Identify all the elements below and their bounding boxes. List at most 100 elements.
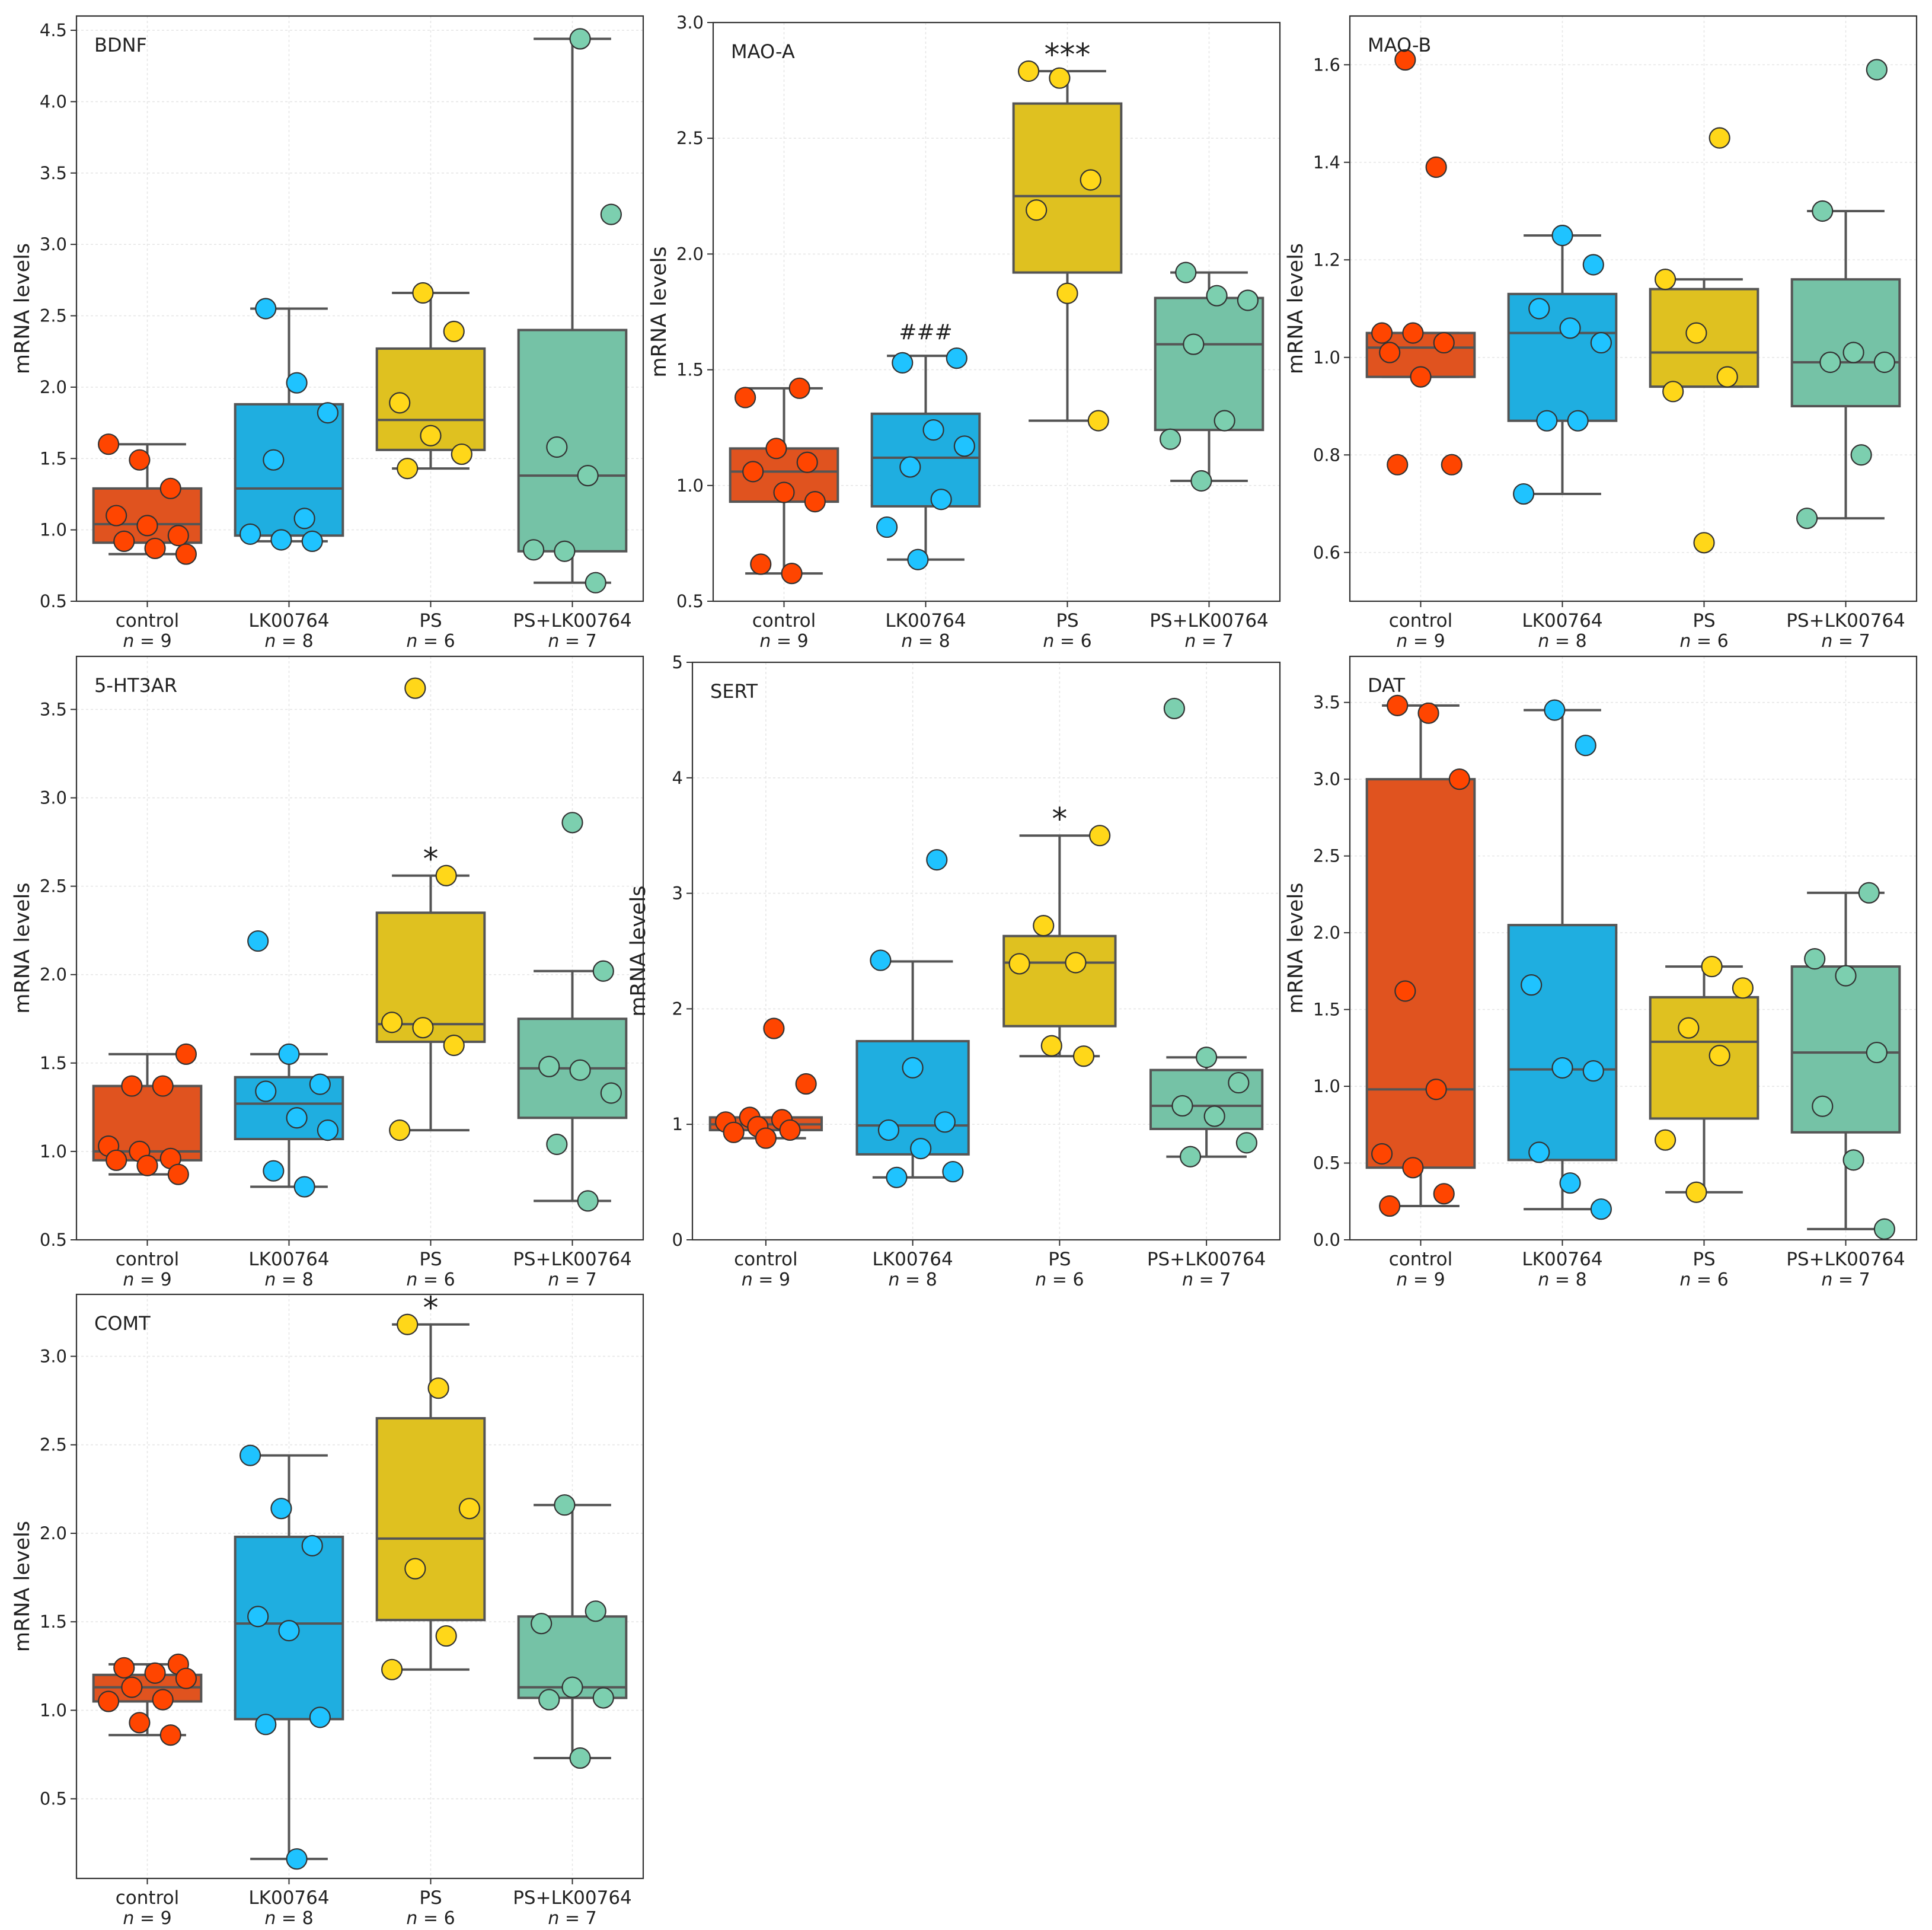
data-point: [389, 392, 411, 414]
data-point: [309, 1073, 331, 1095]
data-point: [1559, 1172, 1581, 1194]
data-point: [278, 1620, 300, 1642]
box-iqr: [375, 1417, 486, 1622]
data-point: [1179, 1146, 1202, 1167]
y-tick-label: 3.5: [40, 163, 67, 183]
y-tick-label: 1.5: [40, 448, 67, 468]
x-n-label: n = 7: [548, 1269, 596, 1290]
data-point: [255, 1714, 277, 1736]
data-point: [167, 525, 189, 547]
y-tick-label: 2: [672, 999, 683, 1019]
x-category-label: LK00764: [248, 1249, 329, 1270]
y-tick-label: 1.5: [40, 1612, 67, 1632]
data-point: [175, 1043, 197, 1066]
y-axis-label: mRNA levels: [11, 882, 34, 1013]
data-point: [1072, 1045, 1095, 1067]
data-point: [1203, 1105, 1225, 1127]
data-point: [1567, 410, 1589, 432]
data-point: [317, 402, 339, 424]
data-point: [953, 435, 975, 457]
data-point: [1387, 694, 1409, 716]
data-point: [1582, 1060, 1604, 1082]
y-tick-label: 3.0: [40, 788, 67, 808]
data-point: [1716, 366, 1738, 388]
data-point: [435, 864, 457, 886]
y-tick-label: 1.5: [40, 1053, 67, 1073]
data-point: [585, 1600, 606, 1622]
data-point: [1228, 1071, 1250, 1094]
significance-marker: ***: [1045, 37, 1091, 73]
y-tick-label: 2.0: [40, 1523, 67, 1543]
data-point: [1206, 285, 1228, 307]
data-point: [1402, 322, 1424, 344]
data-point: [876, 516, 898, 538]
data-point: [902, 1057, 924, 1079]
data-point: [1732, 977, 1754, 999]
data-point: [1866, 1041, 1888, 1064]
data-point: [152, 1075, 174, 1097]
data-point: [1842, 1149, 1864, 1171]
y-tick-label: 1: [672, 1114, 683, 1134]
box-group-ps: [1012, 69, 1123, 422]
x-n-label: n = 9: [759, 631, 808, 652]
data-point: [129, 449, 151, 471]
data-point: [427, 1377, 449, 1399]
data-point: [538, 1055, 560, 1077]
x-category-label: PS+LK00764: [513, 610, 632, 631]
box-group-control: [1365, 704, 1476, 1208]
data-point: [1701, 955, 1723, 978]
data-point: [569, 1059, 591, 1081]
x-n-label: n = 6: [1679, 1269, 1728, 1290]
box-iqr: [1507, 924, 1618, 1162]
data-point: [263, 449, 285, 471]
y-axis-label: mRNA levels: [627, 885, 650, 1016]
data-point: [435, 1625, 457, 1647]
y-tick-label: 1.0: [676, 476, 704, 496]
x-n-label: n = 8: [264, 1908, 313, 1929]
x-category-label: PS: [419, 1249, 442, 1270]
y-tick-label: 1.0: [1313, 347, 1340, 368]
data-point: [1528, 298, 1550, 320]
y-tick-label: 0.5: [676, 591, 704, 611]
data-point: [1709, 1045, 1730, 1067]
x-n-label: n = 6: [406, 631, 455, 652]
y-tick-label: 4: [672, 768, 683, 788]
box-group-ps: [1649, 965, 1759, 1194]
x-category-label: PS: [419, 1887, 442, 1909]
y-tick-label: 2.5: [40, 1435, 67, 1455]
data-point: [1425, 156, 1447, 178]
data-point: [1850, 444, 1872, 466]
data-point: [779, 1119, 801, 1141]
data-point: [381, 1658, 403, 1680]
data-point: [735, 387, 756, 409]
data-point: [922, 419, 944, 441]
data-point: [129, 1712, 151, 1734]
data-point: [1590, 1198, 1612, 1220]
data-point: [1410, 366, 1432, 388]
data-point: [592, 960, 614, 982]
data-point: [286, 372, 308, 394]
data-point: [1160, 428, 1181, 450]
data-point: [1379, 1195, 1401, 1217]
y-tick-label: 2.5: [1313, 846, 1340, 866]
data-point: [1873, 351, 1895, 374]
y-tick-label: 1.5: [1313, 1000, 1340, 1020]
data-point: [1709, 127, 1730, 149]
data-point: [569, 28, 591, 50]
box-group-ps: [1002, 834, 1117, 1058]
data-point: [788, 377, 810, 399]
data-point: [742, 461, 764, 483]
data-point: [397, 458, 419, 480]
y-tick-label: 3.0: [1313, 769, 1340, 789]
plot-frame: [75, 15, 644, 602]
data-point: [1693, 532, 1715, 554]
x-category-label: control: [116, 1249, 179, 1270]
y-tick-label: 2.0: [40, 377, 67, 397]
data-point: [1163, 697, 1185, 720]
data-point: [98, 1690, 120, 1712]
data-point: [554, 1494, 576, 1516]
data-point: [934, 1111, 956, 1133]
data-point: [763, 1017, 785, 1039]
data-point: [263, 1160, 285, 1182]
x-category-label: PS+LK00764: [1786, 610, 1905, 631]
